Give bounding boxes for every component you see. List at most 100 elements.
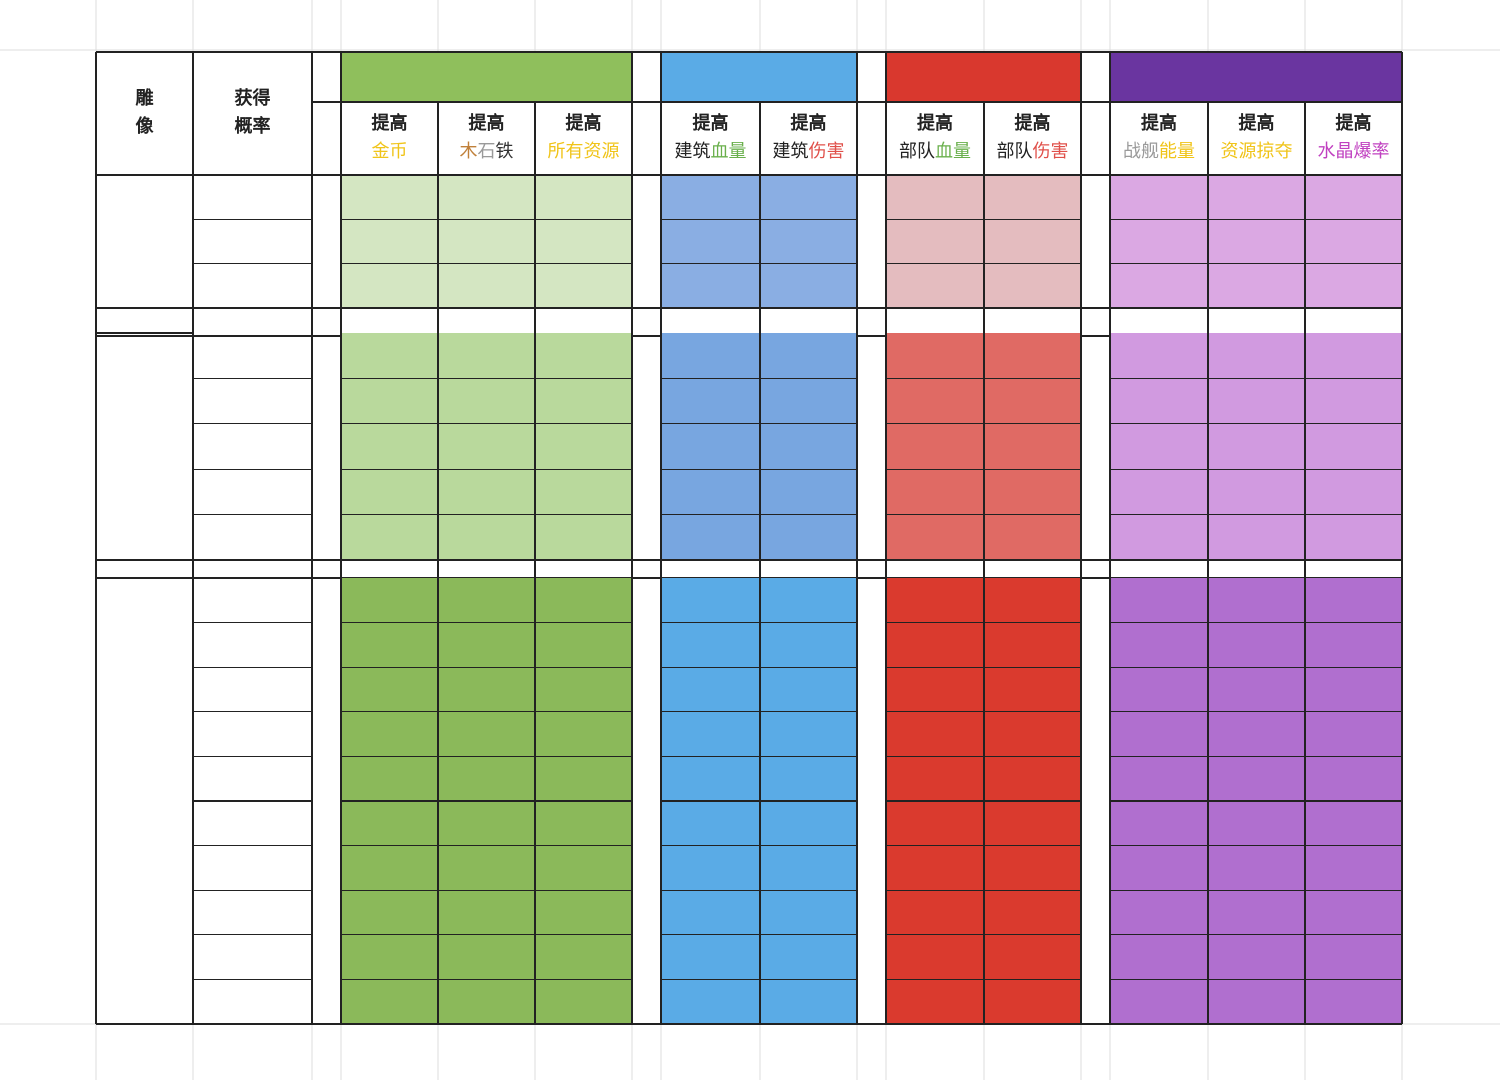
- value-cell[interactable]: [1208, 263, 1305, 308]
- value-cell[interactable]: [341, 175, 438, 220]
- value-cell[interactable]: [984, 979, 1081, 1024]
- value-cell[interactable]: [438, 263, 535, 308]
- value-cell[interactable]: [886, 890, 984, 935]
- value-cell[interactable]: [438, 756, 535, 801]
- value-cell[interactable]: [984, 711, 1081, 757]
- value-cell[interactable]: [760, 801, 857, 846]
- probability-cell[interactable]: [193, 801, 312, 846]
- value-cell[interactable]: [1305, 333, 1402, 379]
- value-cell[interactable]: [438, 934, 535, 980]
- column-header-0[interactable]: 提高 金币: [341, 102, 438, 174]
- value-cell[interactable]: [760, 979, 857, 1024]
- value-cell[interactable]: [341, 423, 438, 470]
- value-cell[interactable]: [1305, 979, 1402, 1024]
- value-cell[interactable]: [535, 578, 632, 623]
- value-cell[interactable]: [1110, 756, 1208, 801]
- value-cell[interactable]: [984, 622, 1081, 668]
- value-cell[interactable]: [1110, 979, 1208, 1024]
- value-cell[interactable]: [535, 845, 632, 891]
- value-cell[interactable]: [1208, 979, 1305, 1024]
- value-cell[interactable]: [535, 934, 632, 980]
- value-cell[interactable]: [886, 756, 984, 801]
- value-cell[interactable]: [1110, 711, 1208, 757]
- value-cell[interactable]: [535, 890, 632, 935]
- probability-cell[interactable]: [193, 333, 312, 378]
- value-cell[interactable]: [341, 622, 438, 668]
- value-cell[interactable]: [1305, 219, 1402, 264]
- value-cell[interactable]: [438, 667, 535, 712]
- value-cell[interactable]: [661, 469, 760, 515]
- value-cell[interactable]: [886, 219, 984, 264]
- value-cell[interactable]: [1305, 263, 1402, 308]
- value-cell[interactable]: [1110, 333, 1208, 379]
- value-cell[interactable]: [341, 801, 438, 846]
- value-cell[interactable]: [1305, 469, 1402, 515]
- value-cell[interactable]: [760, 514, 857, 560]
- value-cell[interactable]: [1110, 801, 1208, 846]
- value-cell[interactable]: [535, 801, 632, 846]
- value-cell[interactable]: [438, 578, 535, 623]
- value-cell[interactable]: [1305, 711, 1402, 757]
- value-cell[interactable]: [341, 578, 438, 623]
- value-cell[interactable]: [341, 333, 438, 379]
- value-cell[interactable]: [438, 378, 535, 424]
- value-cell[interactable]: [984, 378, 1081, 424]
- value-cell[interactable]: [984, 667, 1081, 712]
- probability-cell[interactable]: [193, 846, 312, 891]
- value-cell[interactable]: [1208, 890, 1305, 935]
- value-cell[interactable]: [438, 801, 535, 846]
- value-cell[interactable]: [760, 890, 857, 935]
- value-cell[interactable]: [886, 514, 984, 560]
- value-cell[interactable]: [535, 667, 632, 712]
- value-cell[interactable]: [1110, 578, 1208, 623]
- value-cell[interactable]: [1110, 845, 1208, 891]
- column-header-3[interactable]: 提高 建筑血量: [661, 102, 760, 174]
- column-header-1[interactable]: 提高 木石铁: [438, 102, 535, 174]
- group-header-3[interactable]: [1110, 52, 1402, 102]
- value-cell[interactable]: [984, 219, 1081, 264]
- value-cell[interactable]: [1208, 378, 1305, 424]
- value-cell[interactable]: [535, 423, 632, 470]
- value-cell[interactable]: [886, 622, 984, 668]
- value-cell[interactable]: [760, 175, 857, 220]
- value-cell[interactable]: [886, 578, 984, 623]
- statue-label-2[interactable]: [96, 578, 193, 1024]
- value-cell[interactable]: [760, 219, 857, 264]
- value-cell[interactable]: [886, 934, 984, 980]
- value-cell[interactable]: [1110, 667, 1208, 712]
- value-cell[interactable]: [886, 845, 984, 891]
- value-cell[interactable]: [760, 578, 857, 623]
- value-cell[interactable]: [438, 845, 535, 891]
- value-cell[interactable]: [438, 890, 535, 935]
- value-cell[interactable]: [661, 622, 760, 668]
- value-cell[interactable]: [535, 175, 632, 220]
- value-cell[interactable]: [341, 756, 438, 801]
- value-cell[interactable]: [886, 378, 984, 424]
- value-cell[interactable]: [535, 378, 632, 424]
- value-cell[interactable]: [1110, 514, 1208, 560]
- value-cell[interactable]: [1110, 423, 1208, 470]
- value-cell[interactable]: [984, 756, 1081, 801]
- value-cell[interactable]: [1305, 845, 1402, 891]
- value-cell[interactable]: [1110, 890, 1208, 935]
- value-cell[interactable]: [984, 423, 1081, 470]
- value-cell[interactable]: [341, 667, 438, 712]
- value-cell[interactable]: [1208, 423, 1305, 470]
- value-cell[interactable]: [760, 756, 857, 801]
- column-header-4[interactable]: 提高 建筑伤害: [760, 102, 857, 174]
- value-cell[interactable]: [438, 514, 535, 560]
- value-cell[interactable]: [1305, 801, 1402, 846]
- value-cell[interactable]: [1208, 175, 1305, 220]
- value-cell[interactable]: [535, 622, 632, 668]
- value-cell[interactable]: [438, 979, 535, 1024]
- value-cell[interactable]: [1208, 622, 1305, 668]
- value-cell[interactable]: [1208, 514, 1305, 560]
- value-cell[interactable]: [984, 514, 1081, 560]
- probability-cell[interactable]: [193, 219, 312, 263]
- value-cell[interactable]: [438, 423, 535, 470]
- value-cell[interactable]: [341, 934, 438, 980]
- value-cell[interactable]: [661, 578, 760, 623]
- value-cell[interactable]: [886, 263, 984, 308]
- value-cell[interactable]: [760, 622, 857, 668]
- statue-label-0[interactable]: [96, 175, 193, 308]
